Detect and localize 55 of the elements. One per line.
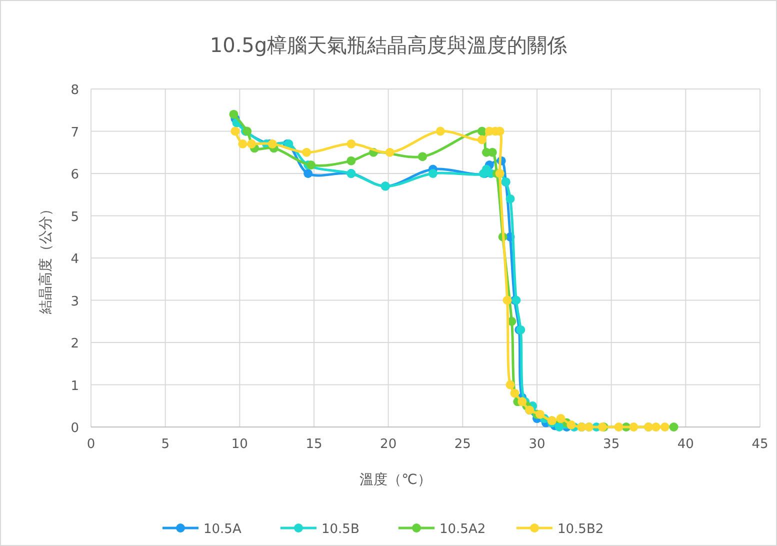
point — [306, 160, 316, 170]
y-tick-label: 8 — [70, 83, 79, 98]
point — [629, 422, 638, 432]
point — [230, 126, 240, 136]
point — [660, 422, 670, 432]
chart-title: 10.5g樟腦天氣瓶結晶高度與溫度的關係 — [210, 33, 568, 57]
point — [556, 414, 566, 424]
x-tick-label: 10 — [231, 437, 248, 452]
x-tick-label: 35 — [603, 437, 620, 452]
point — [669, 422, 678, 432]
y-axis-title: 結晶高度（公分） — [38, 202, 54, 315]
point — [346, 139, 356, 148]
point — [304, 169, 313, 178]
x-tick-label: 25 — [454, 437, 471, 452]
point — [302, 148, 312, 157]
point — [554, 422, 564, 432]
legend-label: 10.5A2 — [440, 522, 486, 537]
x-tick-label: 20 — [380, 437, 397, 452]
point — [268, 139, 277, 148]
x-tick-label: 5 — [161, 437, 170, 452]
y-tick-label: 5 — [70, 210, 79, 225]
x-axis-title: 溫度（℃） — [360, 472, 432, 488]
y-tick-label: 6 — [70, 168, 79, 182]
y-tick-label: 0 — [70, 421, 79, 436]
x-tick-label: 15 — [306, 437, 322, 452]
point — [247, 139, 256, 148]
point — [436, 126, 445, 136]
point — [418, 152, 428, 162]
y-tick-label: 2 — [70, 336, 79, 352]
point — [502, 296, 512, 305]
point — [614, 422, 624, 432]
point — [506, 194, 515, 204]
x-tick-label: 45 — [752, 437, 768, 452]
point — [477, 135, 486, 144]
point — [566, 420, 576, 430]
y-tick-label: 3 — [70, 294, 79, 310]
point — [510, 388, 520, 398]
point — [229, 110, 238, 119]
point — [238, 139, 248, 148]
legend-label: 10.5B — [322, 522, 360, 537]
point — [428, 169, 438, 178]
y-tick-label: 4 — [70, 252, 79, 267]
x-tick-label: 40 — [677, 437, 694, 452]
point — [385, 148, 394, 157]
point — [506, 380, 515, 390]
point — [535, 410, 544, 419]
point — [518, 397, 527, 406]
y-tick-label: 1 — [70, 378, 79, 394]
x-tick-label: 30 — [528, 437, 546, 452]
point — [346, 156, 356, 166]
x-tick-label: 0 — [86, 437, 96, 452]
y-tick-label: 7 — [70, 125, 79, 140]
legend-label: 10.5B2 — [558, 522, 604, 537]
point — [651, 422, 660, 432]
legend-label: 10.5A — [204, 522, 242, 537]
